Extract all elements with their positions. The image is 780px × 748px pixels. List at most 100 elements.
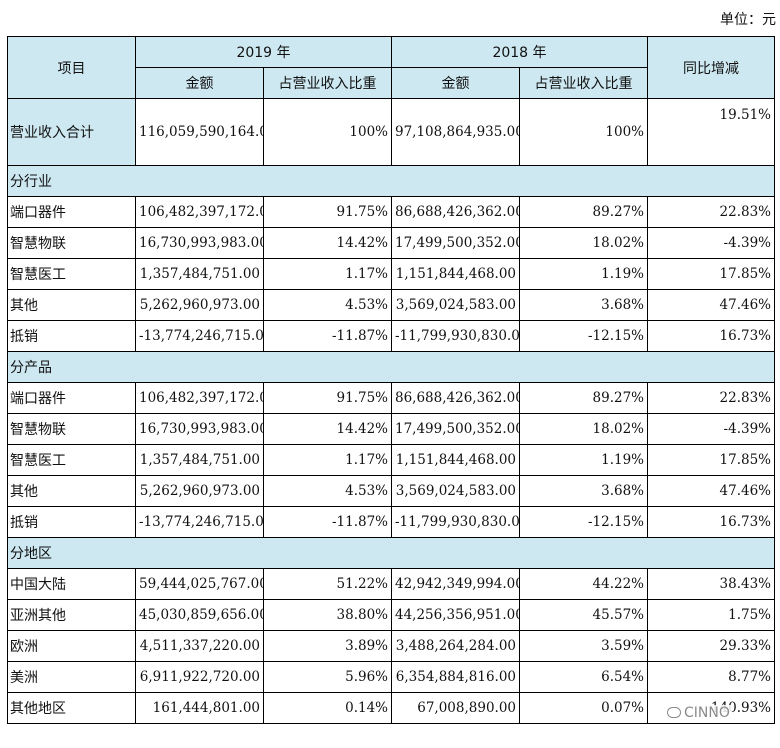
cell-a2018: 86,688,426,362.00 xyxy=(391,196,520,228)
cell-a2019: 4,511,337,220.00 xyxy=(135,630,264,662)
cell-s2018: -12.15% xyxy=(519,320,648,352)
cell-s2018: 18.02% xyxy=(519,227,648,259)
cell-yoy: 22.83% xyxy=(647,382,775,414)
cell-s2019: 3.89% xyxy=(263,630,392,662)
table-row: 其他 5,262,960,973.00 4.53% 3,569,024,583.00 3… xyxy=(7,289,775,321)
cell-s2018: 3.68% xyxy=(519,289,648,321)
table-row: 抵销 -13,774,246,715.00 -11.87% -11,799,930,8… xyxy=(7,320,775,352)
section-title: 分地区 xyxy=(7,537,775,569)
cell-a2018: -11,799,930,830.00 xyxy=(391,320,520,352)
total-share-2018: 100% xyxy=(519,98,648,166)
cell-a2018: 1,151,844,468.00 xyxy=(391,258,520,290)
header-year-2019: 2019 年 xyxy=(135,36,392,68)
cell-a2018: 3,488,264,284.00 xyxy=(391,630,520,662)
cell-s2019: 91.75% xyxy=(263,196,392,228)
header-share-2018: 占营业收入比重 xyxy=(519,67,648,99)
row-label: 抵销 xyxy=(7,506,136,538)
cell-yoy: 17.85% xyxy=(647,258,775,290)
cell-a2018: 17,499,500,352.00 xyxy=(391,413,520,445)
cell-a2019: 1,357,484,751.00 xyxy=(135,444,264,476)
table-row: 智慧物联 16,730,993,983.00 14.42% 17,499,500,35… xyxy=(7,413,775,445)
table-row: 端口器件 106,482,397,172.00 91.75% 86,688,426,3… xyxy=(7,382,775,414)
cell-s2018: 1.19% xyxy=(519,258,648,290)
cell-yoy: -4.39% xyxy=(647,413,775,445)
cell-s2018: 3.68% xyxy=(519,475,648,507)
header-amount-2018: 金额 xyxy=(391,67,520,99)
header-yoy: 同比增减 xyxy=(647,36,775,99)
row-label: 美洲 xyxy=(7,661,136,693)
section-row: 分产品 xyxy=(7,351,775,383)
cell-a2018: 6,354,884,816.00 xyxy=(391,661,520,693)
cell-s2019: 5.96% xyxy=(263,661,392,693)
cell-yoy: -4.39% xyxy=(647,227,775,259)
cell-a2019: 59,444,025,767.00 xyxy=(135,568,264,600)
table-row: 抵销 -13,774,246,715.00 -11.87% -11,799,930,8… xyxy=(7,506,775,538)
cell-s2019: 1.17% xyxy=(263,444,392,476)
header-row-1: 项目 2019 年 2018 年 同比增减 xyxy=(7,36,775,99)
header-item: 项目 xyxy=(7,36,136,99)
unit-label: 单位：元 xyxy=(720,12,776,28)
table-row: 其他地区 161,444,801.00 0.14% 67,008,890.00 0.07… xyxy=(7,692,775,724)
cell-s2019: 38.80% xyxy=(263,599,392,631)
cell-s2019: 14.42% xyxy=(263,227,392,259)
table-row: 中国大陆 59,444,025,767.00 51.22% 42,942,349,99… xyxy=(7,568,775,600)
cell-a2019: -13,774,246,715.00 xyxy=(135,320,264,352)
cell-s2018: 89.27% xyxy=(519,196,648,228)
cell-a2018: 42,942,349,994.00 xyxy=(391,568,520,600)
cell-s2018: 3.59% xyxy=(519,630,648,662)
cell-a2019: 5,262,960,973.00 xyxy=(135,475,264,507)
total-share-2019: 100% xyxy=(263,98,392,166)
row-label: 智慧物联 xyxy=(7,413,136,445)
cell-yoy: 8.77% xyxy=(647,661,775,693)
header-year-2018: 2018 年 xyxy=(391,36,648,68)
cell-s2018: 0.07% xyxy=(519,692,648,724)
cell-yoy: 17.85% xyxy=(647,444,775,476)
revenue-table: 项目 2019 年 2018 年 同比增减 金额 占营业收入比重 金额 占营业收… xyxy=(7,36,775,724)
section-row: 分地区 xyxy=(7,537,775,569)
row-label: 欧洲 xyxy=(7,630,136,662)
cell-a2019: 16,730,993,983.00 xyxy=(135,413,264,445)
table-row: 端口器件 106,482,397,172.00 91.75% 86,688,426,3… xyxy=(7,196,775,228)
cell-a2018: 17,499,500,352.00 xyxy=(391,227,520,259)
cell-s2019: 0.14% xyxy=(263,692,392,724)
total-label: 营业收入合计 xyxy=(7,98,136,166)
chat-bubble-icon xyxy=(667,707,681,718)
cell-yoy: 29.33% xyxy=(647,630,775,662)
cell-s2018: 44.22% xyxy=(519,568,648,600)
row-label: 亚洲其他 xyxy=(7,599,136,631)
table-row: 其他 5,262,960,973.00 4.53% 3,569,024,583.00 3… xyxy=(7,475,775,507)
row-label: 其他 xyxy=(7,475,136,507)
cell-s2019: 4.53% xyxy=(263,475,392,507)
cell-a2018: -11,799,930,830.00 xyxy=(391,506,520,538)
header-amount-2019: 金额 xyxy=(135,67,264,99)
cell-a2019: 5,262,960,973.00 xyxy=(135,289,264,321)
table-row: 智慧医工 1,357,484,751.00 1.17% 1,151,844,468.0… xyxy=(7,444,775,476)
cell-s2018: -12.15% xyxy=(519,506,648,538)
cell-s2019: -11.87% xyxy=(263,320,392,352)
watermark-text: CINNO xyxy=(684,705,730,721)
table-row: 欧洲 4,511,337,220.00 3.89% 3,488,264,284.00 3… xyxy=(7,630,775,662)
cell-a2018: 67,008,890.00 xyxy=(391,692,520,724)
section-title: 分产品 xyxy=(7,351,775,383)
table-row: 智慧医工 1,357,484,751.00 1.17% 1,151,844,468.0… xyxy=(7,258,775,290)
cell-yoy: 22.83% xyxy=(647,196,775,228)
watermark: CINNO xyxy=(665,705,732,721)
total-amount-2019: 116,059,590,164.00 xyxy=(135,98,264,166)
table-row: 美洲 6,911,922,720.00 5.96% 6,354,884,816.00 6… xyxy=(7,661,775,693)
row-label: 智慧医工 xyxy=(7,258,136,290)
row-label: 智慧物联 xyxy=(7,227,136,259)
cell-s2019: 4.53% xyxy=(263,289,392,321)
total-row: 营业收入合计 116,059,590,164.00 100% 97,108,86… xyxy=(7,98,775,166)
row-label: 端口器件 xyxy=(7,382,136,414)
total-yoy: 19.51% xyxy=(647,98,775,166)
row-label: 其他 xyxy=(7,289,136,321)
cell-a2018: 86,688,426,362.00 xyxy=(391,382,520,414)
cell-s2018: 89.27% xyxy=(519,382,648,414)
cell-a2019: 1,357,484,751.00 xyxy=(135,258,264,290)
cell-s2018: 45.57% xyxy=(519,599,648,631)
cell-a2018: 1,151,844,468.00 xyxy=(391,444,520,476)
cell-a2019: -13,774,246,715.00 xyxy=(135,506,264,538)
row-label: 抵销 xyxy=(7,320,136,352)
cell-a2019: 106,482,397,172.00 xyxy=(135,382,264,414)
section-title: 分行业 xyxy=(7,165,775,197)
